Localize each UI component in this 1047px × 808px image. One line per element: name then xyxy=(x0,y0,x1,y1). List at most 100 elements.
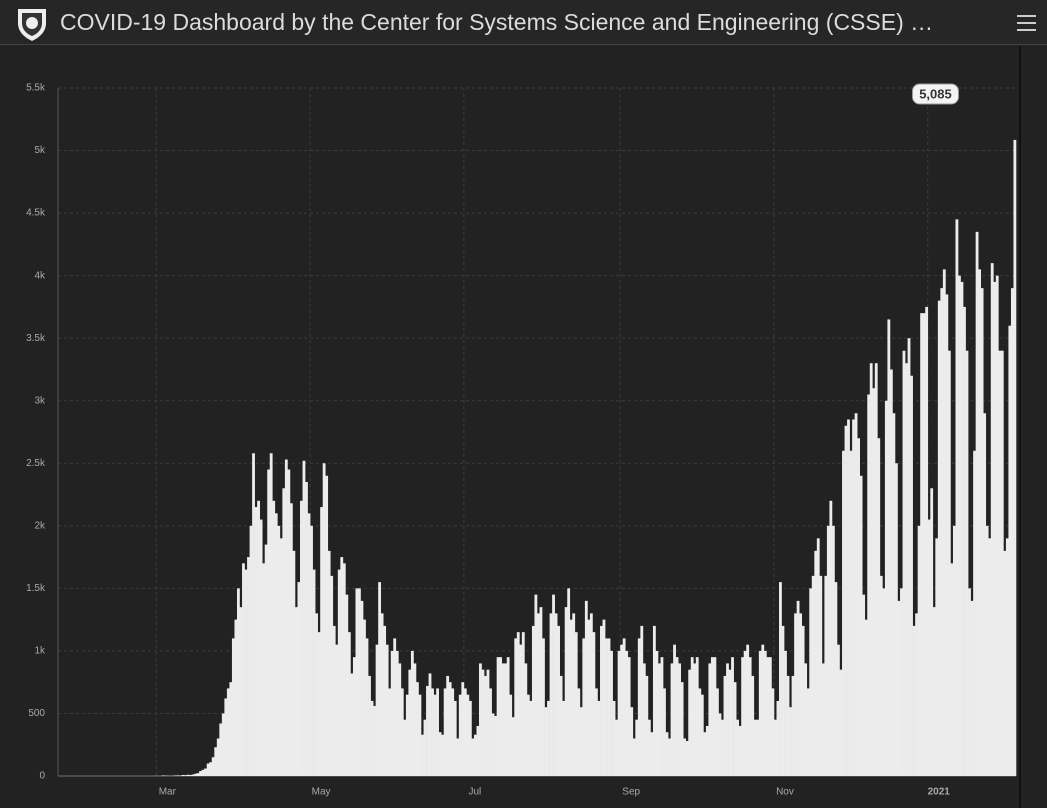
bar xyxy=(524,663,528,776)
bar xyxy=(733,682,737,776)
bar xyxy=(811,575,815,776)
logo xyxy=(18,9,46,41)
bar xyxy=(645,675,649,776)
bar xyxy=(602,619,606,776)
bar xyxy=(824,575,828,776)
bar xyxy=(627,657,631,776)
bar xyxy=(980,288,984,776)
bar xyxy=(804,663,808,776)
bar xyxy=(965,350,969,776)
bar xyxy=(395,650,399,776)
bar xyxy=(534,594,538,776)
bar xyxy=(486,669,490,776)
bar xyxy=(209,762,213,776)
bar xyxy=(1013,139,1017,776)
bar xyxy=(847,419,850,776)
y-tick-label: 2.5k xyxy=(26,458,46,469)
bar xyxy=(340,557,344,776)
bar xyxy=(968,588,971,776)
bar xyxy=(610,650,613,776)
bar xyxy=(688,669,692,776)
bar xyxy=(990,263,994,776)
bar xyxy=(385,644,389,776)
bar xyxy=(743,650,747,776)
bar xyxy=(695,657,699,776)
bar xyxy=(718,713,722,776)
bar xyxy=(398,663,402,776)
bar xyxy=(453,700,457,776)
chart: 0 500 1k 1.5k 2k 2.5k 3k 3.5k 4k 4.5k 5k 5.5k Mar May… xyxy=(0,46,1047,808)
bar xyxy=(350,673,354,776)
bar xyxy=(663,688,666,776)
bar xyxy=(700,694,704,776)
y-tick-label: 1k xyxy=(34,646,46,657)
bar xyxy=(458,694,462,776)
bar xyxy=(713,657,717,776)
bar xyxy=(801,625,805,776)
bar xyxy=(721,719,724,776)
bar xyxy=(531,625,535,776)
bar xyxy=(784,650,787,776)
bar xyxy=(985,525,989,776)
bar xyxy=(607,638,611,776)
bar xyxy=(443,688,447,776)
y-tick-label: 5k xyxy=(34,145,46,156)
bar xyxy=(229,682,233,776)
bar xyxy=(589,613,593,776)
bar xyxy=(690,657,694,776)
bar xyxy=(252,453,255,776)
bar xyxy=(693,663,697,776)
bar xyxy=(206,763,210,776)
bar xyxy=(617,650,621,776)
bar xyxy=(937,300,941,776)
bar xyxy=(897,600,901,776)
bar xyxy=(658,663,661,776)
bar xyxy=(594,688,598,776)
bar xyxy=(307,513,311,776)
bar xyxy=(849,450,853,776)
bar xyxy=(894,463,898,776)
bar xyxy=(930,488,934,776)
bar xyxy=(615,719,618,776)
bar xyxy=(796,600,800,776)
bar xyxy=(791,675,795,776)
bar xyxy=(862,594,866,776)
bar xyxy=(983,413,987,776)
bar xyxy=(872,388,876,776)
bar xyxy=(539,607,543,776)
bar xyxy=(549,613,553,776)
bar xyxy=(466,694,470,776)
bar xyxy=(647,719,651,776)
bar xyxy=(998,350,1002,776)
bar xyxy=(262,563,266,776)
bar xyxy=(446,675,450,776)
bar xyxy=(887,319,891,776)
bar xyxy=(529,700,533,776)
bar xyxy=(857,438,860,776)
bar xyxy=(947,350,951,776)
bar xyxy=(410,650,414,776)
bar xyxy=(305,482,308,776)
bar xyxy=(821,663,825,776)
bar xyxy=(267,469,271,776)
bar xyxy=(199,770,202,776)
bar xyxy=(678,663,681,776)
bar xyxy=(441,734,445,776)
bar xyxy=(809,588,813,776)
bar xyxy=(428,673,432,776)
bar xyxy=(448,682,452,776)
bar xyxy=(194,773,197,776)
bar xyxy=(456,738,460,776)
bar xyxy=(236,588,240,776)
bar xyxy=(874,363,878,776)
bar xyxy=(652,625,656,776)
bar xyxy=(683,738,687,776)
bar xyxy=(234,619,238,776)
bar xyxy=(605,638,608,776)
bar xyxy=(418,694,422,776)
bar xyxy=(806,688,810,776)
menu-button[interactable] xyxy=(1016,13,1038,33)
bar xyxy=(368,675,371,776)
bar xyxy=(731,657,734,776)
bar xyxy=(431,688,434,776)
